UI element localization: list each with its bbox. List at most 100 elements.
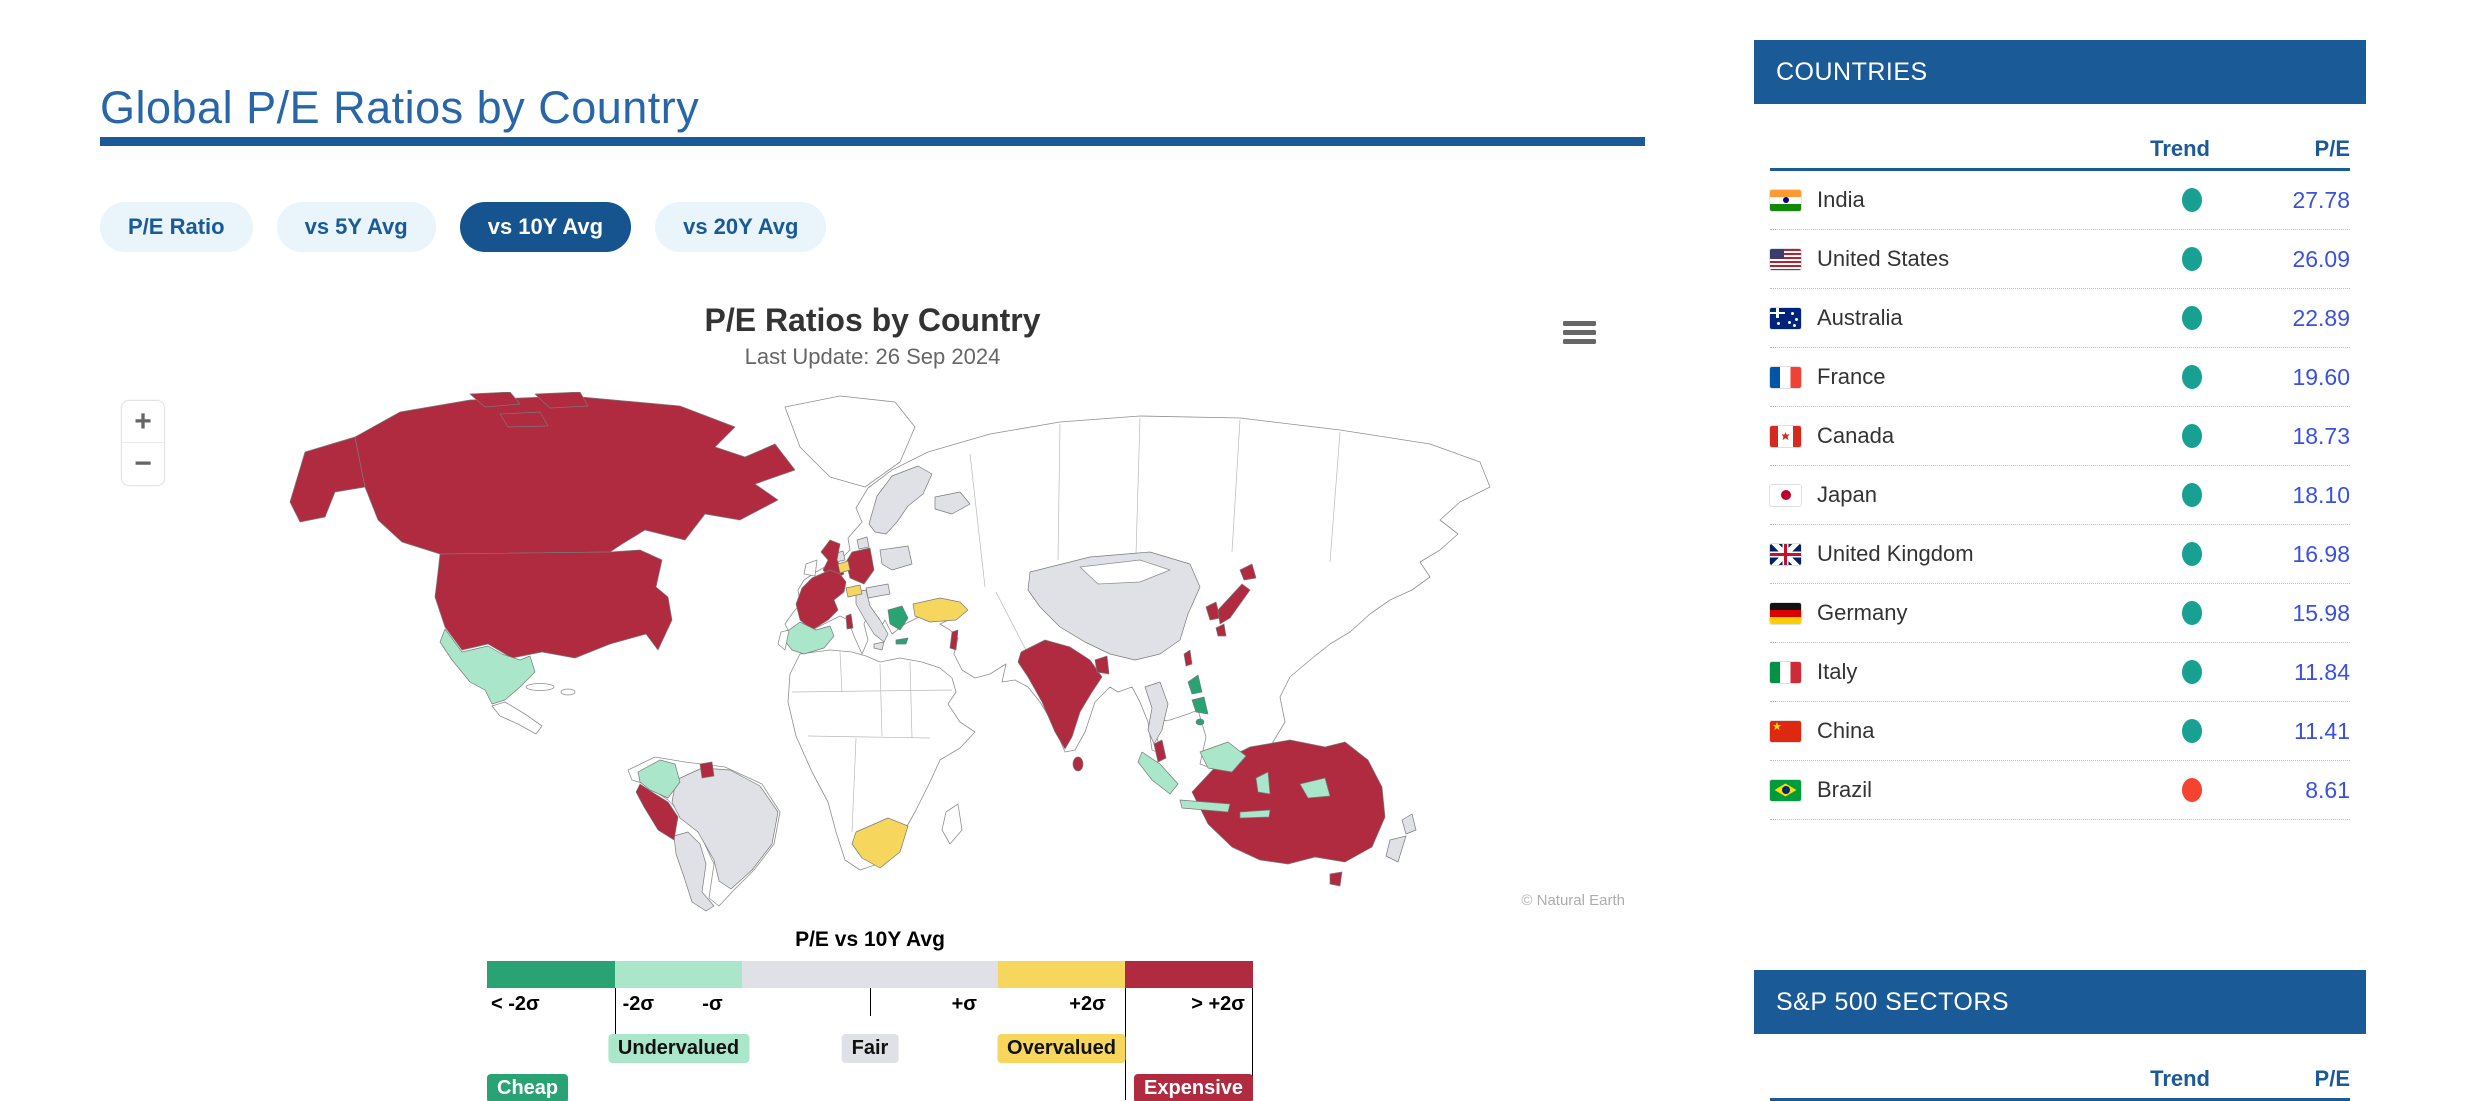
map-switzerland[interactable]	[845, 584, 863, 598]
map-japan-hokkaido[interactable]	[1239, 563, 1257, 581]
map-thailand[interactable]	[1144, 681, 1169, 745]
map-greenland[interactable]	[784, 395, 916, 488]
trend-dot-icon	[2092, 424, 2226, 448]
map-mexico[interactable]	[439, 628, 536, 705]
map-sumatra[interactable]	[1137, 751, 1179, 795]
country-row[interactable]: France 19.60	[1770, 348, 2350, 407]
legend-tick-right	[1252, 988, 1253, 1100]
map-canada[interactable]	[354, 395, 796, 555]
map-west-papua[interactable]	[1299, 777, 1331, 799]
map-sri-lanka[interactable]	[1072, 756, 1084, 772]
legend-badge-expensive: Expensive	[1134, 1074, 1253, 1101]
map-new-zealand-north[interactable]	[1401, 813, 1417, 835]
country-row[interactable]: Japan 18.10	[1770, 466, 2350, 525]
map-cuba[interactable]	[525, 683, 555, 691]
map-iceland[interactable]	[934, 491, 971, 515]
map-peru[interactable]	[635, 783, 679, 841]
world-map[interactable]	[140, 391, 1640, 912]
map-israel[interactable]	[949, 629, 959, 651]
map-south-africa[interactable]	[851, 817, 909, 869]
country-row[interactable]: China 11.41	[1770, 702, 2350, 761]
country-row[interactable]: United States 26.09	[1770, 230, 2350, 289]
legend-segment-fair	[742, 961, 998, 988]
zoom-in-button[interactable]: +	[122, 401, 164, 443]
map-philippines-mindanao[interactable]	[1191, 696, 1209, 715]
map-lesser-sunda[interactable]	[1239, 809, 1271, 819]
map-sulawesi[interactable]	[1255, 771, 1271, 795]
country-row[interactable]: United Kingdom 16.98	[1770, 525, 2350, 584]
map-colombia[interactable]	[637, 759, 681, 799]
map-malay-peninsula[interactable]	[1153, 739, 1167, 763]
country-flag-icon	[1770, 661, 1801, 683]
map-guyana[interactable]	[699, 761, 715, 779]
map-arctic-island-2[interactable]	[534, 391, 589, 409]
map-japan-honshu[interactable]	[1217, 583, 1251, 625]
country-flag-icon	[1770, 779, 1801, 801]
country-name: India	[1817, 187, 1865, 212]
country-row[interactable]: Germany 15.98	[1770, 584, 2350, 643]
tab-vs-10y-avg[interactable]: vs 10Y Avg	[459, 202, 632, 252]
map-tasmania[interactable]	[1329, 871, 1343, 887]
map-sicily[interactable]	[873, 641, 885, 651]
map-china[interactable]	[1027, 551, 1201, 661]
map-spain[interactable]	[783, 621, 835, 655]
map-new-zealand-south[interactable]	[1385, 835, 1407, 863]
sectors-column-headers: Trend P/E	[1754, 1064, 2366, 1092]
title-underline	[100, 137, 1645, 146]
map-philippines-visayas[interactable]	[1195, 718, 1205, 726]
map-bangladesh[interactable]	[1094, 655, 1110, 675]
map-australia[interactable]	[1191, 739, 1386, 865]
country-row[interactable]: Canada 18.73	[1770, 407, 2350, 466]
country-pe-value: 26.09	[2292, 245, 2350, 272]
map-belgium[interactable]	[837, 560, 851, 574]
map-arctic-island-1[interactable]	[469, 391, 521, 408]
country-name: United Kingdom	[1817, 541, 1974, 566]
map-africa[interactable]	[787, 649, 976, 871]
map-hispaniola[interactable]	[560, 688, 576, 696]
map-alaska[interactable]	[289, 436, 366, 523]
map-philippines-luzon[interactable]	[1187, 674, 1203, 695]
tab-vs-5y-avg[interactable]: vs 5Y Avg	[276, 202, 436, 252]
map-turkey[interactable]	[912, 597, 969, 623]
map-united-kingdom[interactable]	[820, 539, 845, 581]
country-row[interactable]: Brazil 8.61	[1770, 761, 2350, 820]
countries-column-headers: Trend P/E	[1754, 134, 2366, 162]
country-name: Germany	[1817, 600, 1908, 625]
tab-vs-20y-avg[interactable]: vs 20Y Avg	[655, 202, 827, 252]
chart-context-menu-button[interactable]	[1563, 314, 1603, 350]
map-madagascar[interactable]	[941, 803, 963, 845]
country-flag-icon	[1770, 425, 1801, 447]
country-pe-value: 8.61	[2305, 776, 2350, 803]
legend-color-bar	[487, 961, 1253, 988]
tab-p-e-ratio[interactable]: P/E Ratio	[100, 202, 253, 252]
map-taiwan[interactable]	[1183, 649, 1193, 667]
map-mongolia[interactable]	[1079, 559, 1171, 585]
map-brazil[interactable]	[671, 767, 779, 890]
map-scandinavia[interactable]	[868, 465, 933, 535]
legend-badge-fair: Fair	[841, 1034, 899, 1063]
map-greece[interactable]	[887, 605, 909, 631]
map-france[interactable]	[795, 569, 847, 631]
country-row[interactable]: Australia 22.89	[1770, 289, 2350, 348]
map-ireland[interactable]	[803, 559, 818, 577]
map-usa[interactable]	[434, 549, 673, 659]
country-flag-icon	[1770, 484, 1801, 506]
legend-label: -σ	[702, 993, 723, 1015]
map-arctic-island-3[interactable]	[499, 411, 549, 428]
legend-badge-overvalued: Overvalued	[997, 1034, 1126, 1063]
map-japan-kyushu[interactable]	[1215, 623, 1227, 637]
country-row[interactable]: Italy 11.84	[1770, 643, 2350, 702]
map-crete[interactable]	[895, 637, 909, 645]
map-italy[interactable]	[855, 589, 889, 643]
country-row[interactable]: India 27.78	[1770, 171, 2350, 230]
map-poland[interactable]	[879, 545, 913, 571]
map-central-america[interactable]	[491, 701, 543, 735]
map-denmark[interactable]	[856, 536, 870, 550]
zoom-out-button[interactable]: −	[122, 443, 164, 485]
map-argentina-chile[interactable]	[673, 831, 715, 912]
map-java[interactable]	[1179, 799, 1231, 813]
map-india[interactable]	[1017, 639, 1103, 750]
map-portugal[interactable]	[777, 629, 790, 651]
map-corsica[interactable]	[845, 613, 854, 630]
map-borneo-malaysia[interactable]	[1199, 741, 1247, 773]
